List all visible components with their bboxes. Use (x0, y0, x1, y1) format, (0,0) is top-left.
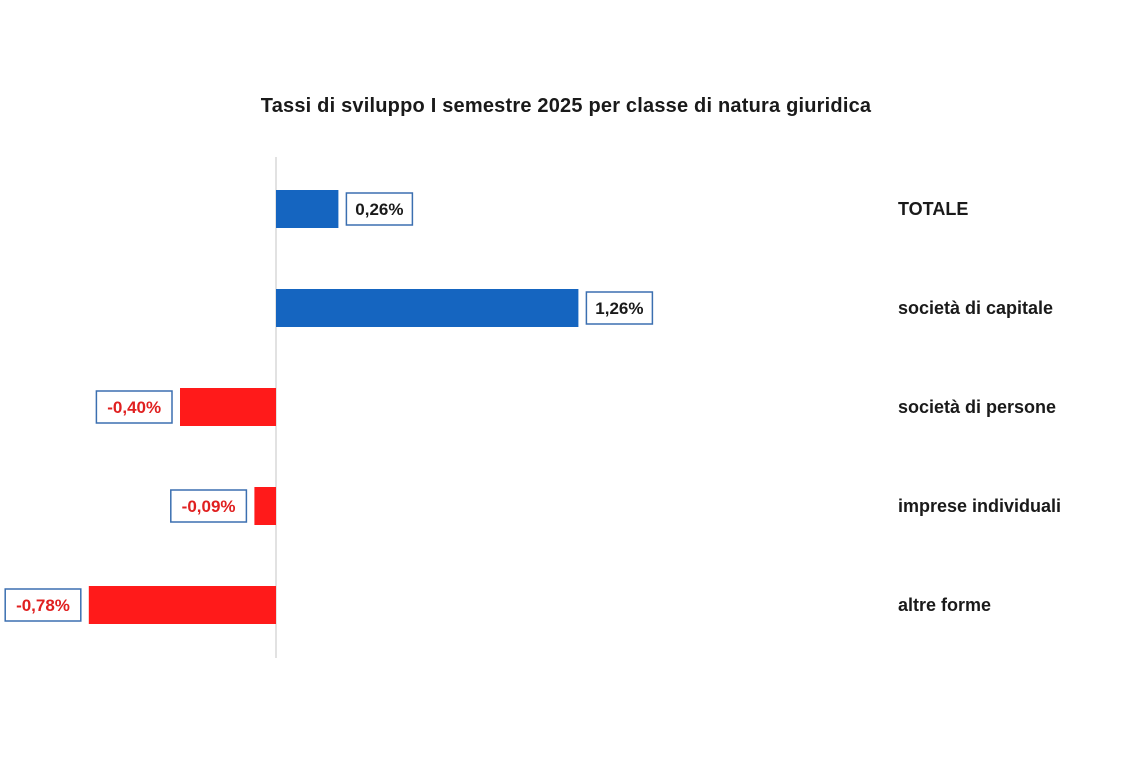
category-label: società di capitale (898, 298, 1053, 318)
category-label: altre forme (898, 595, 991, 615)
data-label-box (585, 291, 654, 325)
data-label: 0,26% (355, 200, 403, 219)
chart-title: Tassi di sviluppo I semestre 2025 per cl… (260, 95, 872, 117)
data-label: -0,40% (107, 398, 161, 417)
category-label: TOTALE (898, 199, 968, 219)
data-label-box (170, 489, 248, 523)
data-label-box (95, 390, 173, 424)
data-label-box (345, 192, 414, 226)
bar (88, 586, 276, 624)
data-label: -0,09% (182, 497, 236, 516)
bar (276, 289, 579, 327)
bars-layer: 0,26% TOTALE 1,26% società di capitale -0,40… (4, 190, 1061, 624)
bar (180, 388, 276, 426)
category-label: imprese individuali (898, 496, 1061, 516)
category-label: società di persone (898, 397, 1056, 417)
data-label: 1,26% (595, 299, 643, 318)
data-label: -0,78% (16, 596, 70, 615)
bar (254, 487, 276, 525)
bar (276, 190, 339, 228)
data-label-box (4, 588, 82, 622)
